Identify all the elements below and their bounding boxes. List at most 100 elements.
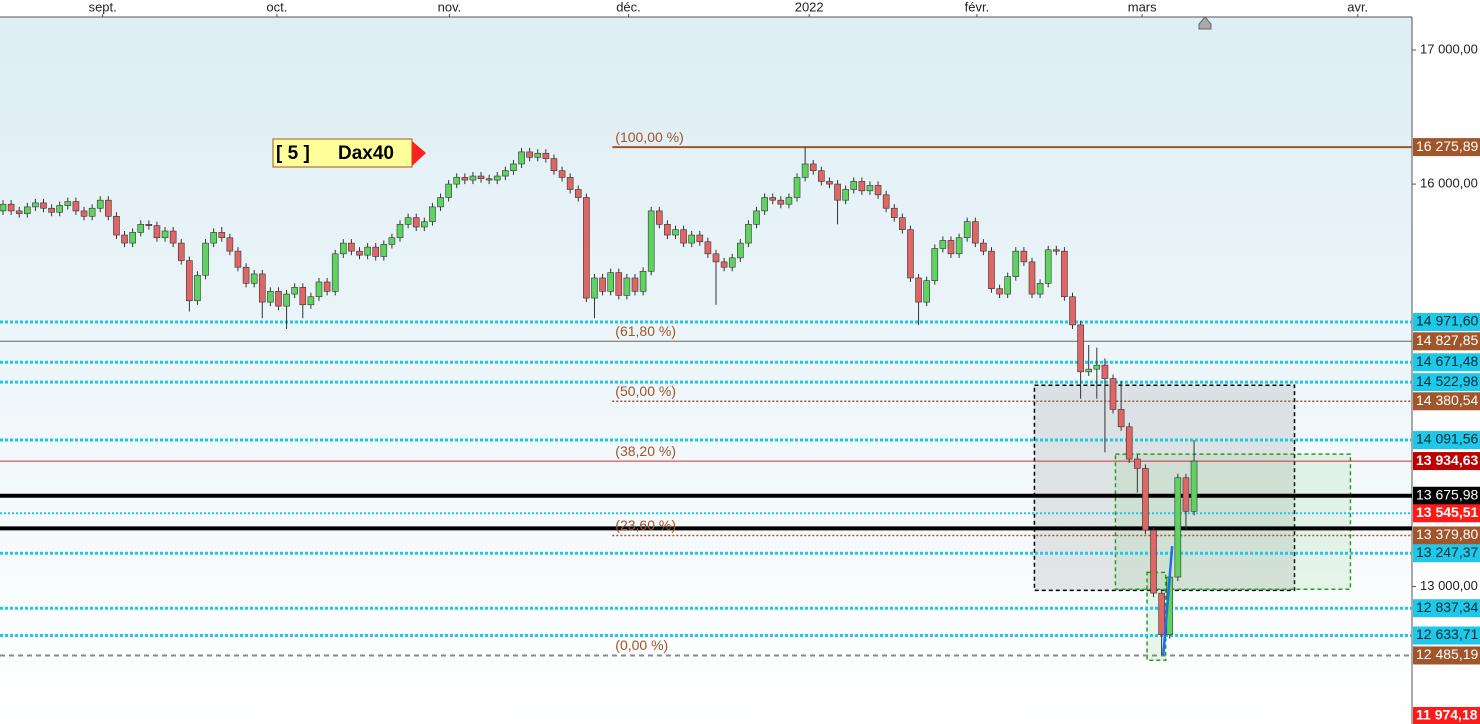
candle-body bbox=[453, 177, 461, 185]
candle-body bbox=[574, 189, 582, 198]
x-tick-label: févr. bbox=[965, 0, 990, 14]
candle-body bbox=[647, 210, 655, 272]
candle-body bbox=[7, 203, 15, 212]
candle-body bbox=[275, 291, 282, 307]
candle-body bbox=[761, 197, 768, 212]
candle-body bbox=[899, 217, 906, 230]
price-label: 13 247,37 bbox=[1416, 544, 1478, 560]
candle-body bbox=[639, 270, 647, 292]
candle-body bbox=[680, 229, 687, 244]
price-label-box bbox=[1413, 392, 1480, 411]
candle-body bbox=[469, 175, 477, 181]
candle-body bbox=[923, 280, 930, 303]
candle-body bbox=[113, 215, 120, 236]
candle-body bbox=[194, 274, 201, 302]
x-tick-label: oct. bbox=[266, 0, 287, 14]
candle-body bbox=[323, 281, 331, 292]
candle-body bbox=[493, 175, 501, 181]
price-label-box bbox=[1413, 486, 1480, 505]
candle-body bbox=[1142, 468, 1149, 531]
candle-body bbox=[218, 232, 226, 239]
fib-label: (50,00 %) bbox=[615, 383, 676, 399]
candle-body bbox=[607, 272, 614, 292]
cursor-marker bbox=[1198, 16, 1212, 30]
candle-body bbox=[1109, 378, 1117, 410]
candle-body bbox=[485, 178, 493, 181]
candle-body bbox=[720, 261, 728, 268]
candle-body bbox=[558, 170, 566, 178]
candle-body bbox=[477, 175, 485, 180]
candle-body bbox=[696, 234, 704, 243]
price-label: 14 971,60 bbox=[1416, 313, 1478, 329]
candle-body bbox=[931, 248, 939, 281]
annotation-number: [ 5 ] bbox=[276, 143, 310, 164]
x-tick-label: sept. bbox=[89, 0, 117, 14]
candle-body bbox=[380, 244, 388, 257]
candle-body bbox=[728, 257, 736, 268]
x-tick-label: mars bbox=[1128, 0, 1157, 14]
annotation-name: Dax40 bbox=[338, 143, 394, 164]
candle-body bbox=[526, 151, 533, 158]
fib-label: (38,20 %) bbox=[615, 443, 676, 459]
candle-body bbox=[955, 237, 963, 255]
price-label-box bbox=[1413, 626, 1480, 645]
time-axis-band bbox=[0, 0, 1480, 17]
candle-body bbox=[72, 201, 80, 212]
candle-body bbox=[858, 181, 866, 192]
candle-body bbox=[850, 181, 858, 190]
candle-body bbox=[437, 197, 444, 208]
candle-body bbox=[745, 224, 752, 244]
candle-body bbox=[348, 242, 355, 252]
candle-body bbox=[704, 241, 712, 255]
candle-body bbox=[64, 201, 72, 206]
candle-body bbox=[947, 240, 955, 255]
candle-body bbox=[550, 158, 558, 171]
candle-body bbox=[15, 210, 23, 214]
drawing-box bbox=[1033, 384, 1296, 592]
candle-body bbox=[826, 181, 833, 185]
candle-body bbox=[777, 199, 785, 205]
price-label: 12 837,34 bbox=[1416, 599, 1478, 615]
candle-body bbox=[388, 237, 396, 245]
candle-body bbox=[688, 234, 695, 244]
candle-body bbox=[421, 221, 428, 228]
candle-body bbox=[534, 152, 542, 158]
x-tick-label: déc. bbox=[616, 0, 641, 14]
price-label-box bbox=[1413, 526, 1480, 545]
candle-body bbox=[372, 246, 380, 257]
price-label: 12 633,71 bbox=[1416, 626, 1478, 642]
candle-body bbox=[712, 253, 720, 263]
candle-body bbox=[356, 250, 363, 256]
price-label: 14 522,98 bbox=[1416, 373, 1478, 389]
price-label-box bbox=[1413, 332, 1480, 351]
candle-body bbox=[56, 205, 64, 213]
candle-body bbox=[1190, 460, 1198, 512]
candle-body bbox=[412, 217, 420, 228]
candle-body bbox=[267, 291, 274, 303]
candle-body bbox=[88, 207, 96, 217]
candle-body bbox=[890, 207, 898, 218]
price-label-box bbox=[1413, 313, 1480, 332]
price-label: 13 934,63 bbox=[1416, 452, 1478, 468]
candle-body bbox=[664, 224, 671, 236]
candle-body bbox=[1028, 261, 1036, 295]
candle-body bbox=[939, 240, 947, 249]
candle-body bbox=[96, 199, 104, 209]
candle-body bbox=[655, 210, 663, 225]
candle-body bbox=[818, 170, 825, 182]
candle-body bbox=[1125, 426, 1133, 460]
candle-body bbox=[963, 221, 971, 239]
y-tick-label: 17 000,00 bbox=[1420, 41, 1478, 56]
candle-body bbox=[980, 242, 987, 252]
candle-body bbox=[258, 273, 266, 303]
candle-body bbox=[226, 237, 234, 252]
price-label-box bbox=[1413, 504, 1480, 523]
candle-body bbox=[801, 163, 809, 178]
candle-body bbox=[1101, 364, 1109, 379]
candle-body bbox=[364, 246, 371, 256]
candle-body bbox=[145, 224, 153, 226]
candle-body bbox=[40, 202, 47, 209]
